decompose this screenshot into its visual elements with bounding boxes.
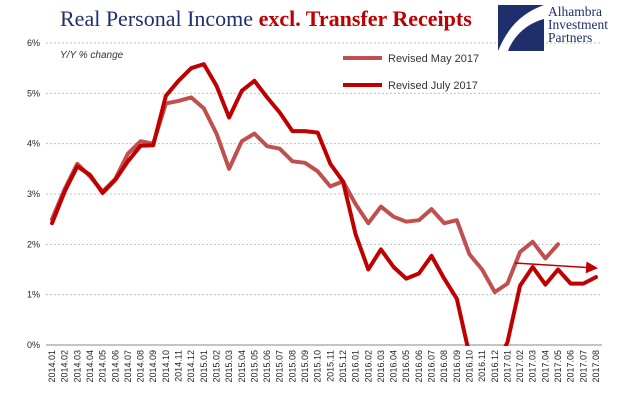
alhambra-logo-mark-icon	[498, 5, 544, 51]
x-tick-label: 2016.06	[414, 350, 424, 383]
series-group	[50, 62, 598, 346]
x-tick-label: 2014.02	[60, 350, 70, 383]
x-tick-label: 2014.05	[98, 350, 108, 383]
x-tick-label: 2017.06	[566, 350, 576, 383]
y-tick-label: 0%	[27, 340, 40, 350]
x-tick-label: 2016.09	[452, 350, 462, 383]
chart-title: Real Personal Income excl. Transfer Rece…	[60, 6, 472, 32]
x-tick-label: 2016.12	[490, 350, 500, 383]
x-tick-label: 2017.01	[502, 350, 512, 383]
x-axis: 2014.01 2014.02 2014.03 2014.04 2014.05 2014.…	[47, 350, 601, 383]
x-tick-label: 2014.01	[47, 350, 57, 383]
x-tick-label: 2015.07	[275, 350, 285, 383]
x-tick-label: 2017.04	[540, 350, 550, 383]
x-tick-label: 2014.10	[161, 350, 171, 383]
x-tick-label: 2015.03	[224, 350, 234, 383]
x-tick-label: 2016.07	[427, 350, 437, 383]
y-tick-label: 6%	[27, 38, 40, 48]
x-tick-label: 2017.03	[528, 350, 538, 383]
y-axis-label: Y/Y % change	[60, 50, 124, 61]
x-tick-label: 2014.09	[148, 350, 158, 383]
x-tick-label: 2015.01	[199, 350, 209, 383]
logo-line-1: Alhambra	[548, 4, 602, 19]
y-axis: 0% 1% 2% 3% 4% 5% 6%	[27, 38, 40, 350]
x-tick-label: 2014.11	[174, 350, 184, 382]
alhambra-logo: Alhambra Investment Partners	[498, 5, 638, 57]
y-tick-label: 2%	[27, 239, 40, 249]
x-tick-label: 2015.02	[211, 350, 221, 383]
x-tick-label: 2016.10	[464, 350, 474, 383]
logo-text: Alhambra Investment Partners	[548, 4, 608, 45]
x-tick-label: 2015.05	[249, 350, 259, 383]
x-tick-label: 2016.02	[363, 350, 373, 383]
y-tick-label: 4%	[27, 139, 40, 149]
x-tick-label: 2015.09	[300, 350, 310, 383]
x-tick-label: 2016.03	[376, 350, 386, 383]
series-line-revised-july	[50, 62, 598, 346]
x-tick-label: 2017.08	[591, 350, 601, 383]
x-tick-label: 2016.01	[351, 350, 361, 383]
title-main: Real Personal Income	[60, 6, 254, 31]
x-tick-label: 2014.06	[110, 350, 120, 383]
legend-label-july: Revised July 2017	[388, 80, 478, 92]
series-line-revised-may	[50, 95, 560, 295]
trend-arrow	[514, 261, 598, 274]
x-tick-label: 2015.10	[313, 350, 323, 383]
y-tick-label: 1%	[27, 290, 40, 300]
x-tick-label: 2014.12	[186, 350, 196, 383]
y-tick-label: 5%	[27, 88, 40, 98]
legend-label-may: Revised May 2017	[388, 53, 479, 65]
x-tick-label: 2014.07	[123, 350, 133, 383]
x-tick-label: 2016.05	[401, 350, 411, 383]
x-tick-label: 2014.08	[136, 350, 146, 383]
x-tick-label: 2016.08	[439, 350, 449, 383]
x-tick-label: 2015.04	[237, 350, 247, 383]
x-tick-label: 2015.12	[338, 350, 348, 383]
x-tick-label: 2015.08	[287, 350, 297, 383]
logo-line-3: Partners	[548, 30, 593, 45]
x-tick-label: 2014.03	[72, 350, 82, 383]
y-tick-label: 3%	[27, 189, 40, 199]
x-tick-label: 2017.07	[578, 350, 588, 383]
x-tick-label: 2016.04	[389, 350, 399, 383]
x-tick-label: 2017.05	[553, 350, 563, 383]
x-tick-label: 2016.11	[477, 350, 487, 382]
logo-line-2: Investment	[548, 17, 608, 32]
title-accent: excl. Transfer Receipts	[258, 6, 472, 31]
legend: Revised May 2017 Revised July 2017	[343, 53, 479, 92]
x-tick-label: 2014.04	[85, 350, 95, 383]
x-tick-label: 2015.06	[262, 350, 272, 383]
x-tick-label: 2015.11	[325, 350, 335, 382]
x-tick-label: 2017.02	[515, 350, 525, 383]
